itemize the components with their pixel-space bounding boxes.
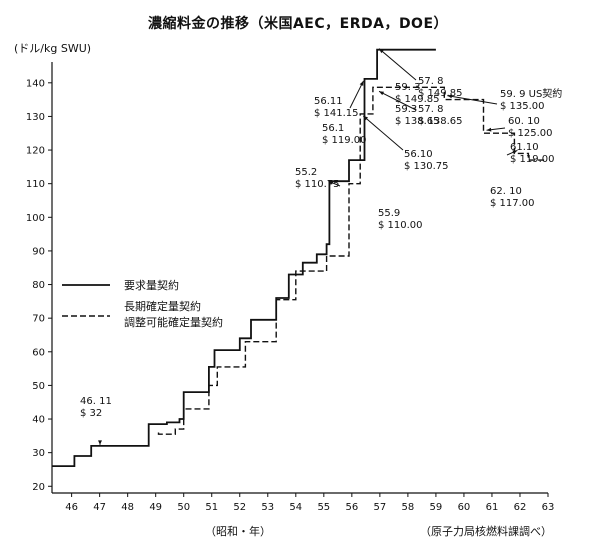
- annotation-arrowhead: [379, 48, 384, 54]
- x-tick-label: 52: [233, 502, 246, 513]
- x-tick-label: 59: [430, 502, 443, 513]
- y-tick-label: 120: [26, 146, 45, 157]
- annotation-arrowhead: [359, 80, 364, 86]
- x-tick-label: 50: [177, 502, 190, 513]
- annotation-value: $ 110.00: [378, 220, 423, 231]
- annotation-arrowhead: [328, 181, 334, 185]
- annotation-arrow: [378, 48, 417, 81]
- annotation-label: 57. 8: [418, 104, 443, 115]
- annotation-value: $ 119.00: [322, 135, 367, 146]
- x-tick-label: 49: [149, 502, 162, 513]
- annotation-label: 46. 11: [80, 396, 112, 407]
- annotation-arrowhead: [379, 91, 385, 96]
- x-axis-label: （昭和・年）: [205, 525, 271, 538]
- y-tick-label: 70: [32, 314, 45, 325]
- y-tick-label: 50: [32, 381, 45, 392]
- annotation-value: $ 117.00: [490, 198, 535, 209]
- chart-title: 濃縮料金の推移（米国AEC，ERDA，DOE）: [147, 16, 449, 32]
- y-tick-label: 80: [32, 280, 45, 291]
- x-tick-label: 47: [93, 502, 106, 513]
- x-tick-label: 56: [345, 502, 358, 513]
- annotation-arrow: [362, 115, 404, 151]
- annotation-value: $ 119.00: [510, 154, 555, 165]
- annotation-arrowhead: [486, 127, 492, 132]
- annotation-label: 56.1: [322, 123, 344, 134]
- annotation-arrowhead: [98, 440, 102, 445]
- annotation-value: $ 135.00: [500, 101, 545, 112]
- annotation-label: 59. 9 US契約: [500, 87, 562, 100]
- annotation-arrowhead: [447, 94, 453, 99]
- annotation-label: 59. 3: [395, 82, 420, 93]
- annotation-value: $ 149.85: [395, 94, 440, 105]
- y-tick-label: 30: [32, 448, 45, 459]
- legend-label: 調整可能確定量契約: [124, 315, 223, 329]
- annotation-label: 59.3: [395, 104, 417, 115]
- annotation-label: 55.9: [378, 208, 400, 219]
- annotation-value: $ 32: [80, 408, 102, 419]
- y-tick-label: 140: [26, 78, 45, 89]
- annotation-label: 61.10: [510, 142, 539, 153]
- y-tick-label: 90: [32, 246, 45, 257]
- y-tick-label: 60: [32, 347, 45, 358]
- annotation-label: 62. 10: [490, 186, 522, 197]
- annotation-value: $ 125.00: [508, 128, 553, 139]
- x-tick-label: 58: [402, 502, 415, 513]
- y-tick-label: 40: [32, 415, 45, 426]
- source-note: （原子力局核燃料課調べ）: [420, 525, 552, 538]
- annotation-value: $ 141.15: [314, 108, 359, 119]
- annotation-value: $ 149.85: [418, 88, 463, 99]
- x-tick-label: 48: [121, 502, 134, 513]
- y-tick-label: 110: [26, 179, 45, 190]
- x-tick-label: 60: [458, 502, 471, 513]
- legend-label: 要求量契約: [124, 278, 179, 292]
- x-tick-label: 57: [373, 502, 386, 513]
- x-tick-label: 62: [514, 502, 527, 513]
- annotation-arrowhead: [512, 150, 518, 155]
- annotation-label: 55.2: [295, 167, 317, 178]
- annotation-arrow: [378, 90, 417, 111]
- annotation-label: 56.11: [314, 96, 343, 107]
- y-tick-label: 20: [32, 482, 45, 493]
- x-tick-label: 53: [261, 502, 274, 513]
- x-tick-label: 61: [486, 502, 499, 513]
- x-tick-label: 51: [205, 502, 218, 513]
- y-tick-label: 130: [26, 112, 45, 123]
- annotation-arrow: [349, 80, 364, 109]
- y-tick-label: 100: [26, 213, 45, 224]
- annotation-label: 60. 10: [508, 116, 540, 127]
- annotation-value: $ 138.65: [418, 116, 463, 127]
- annotation-label: 56.10: [404, 149, 433, 160]
- x-tick-label: 55: [317, 502, 330, 513]
- annotation-label: 57. 8: [418, 76, 443, 87]
- y-axis-unit-label: (ドル/kg SWU): [14, 42, 92, 55]
- x-tick-label: 46: [65, 502, 78, 513]
- x-tick-label: 54: [289, 502, 302, 513]
- annotation-arrowhead: [363, 115, 369, 121]
- annotation-arrow: [447, 95, 498, 105]
- series-line-requirements: [52, 48, 436, 467]
- annotation-value: $ 130.75: [404, 161, 449, 172]
- annotation-value: $ 138.65: [395, 116, 440, 127]
- x-tick-label: 63: [542, 502, 555, 513]
- annotation-value: $ 110.75: [295, 179, 340, 190]
- legend-label: 長期確定量契約: [124, 299, 201, 313]
